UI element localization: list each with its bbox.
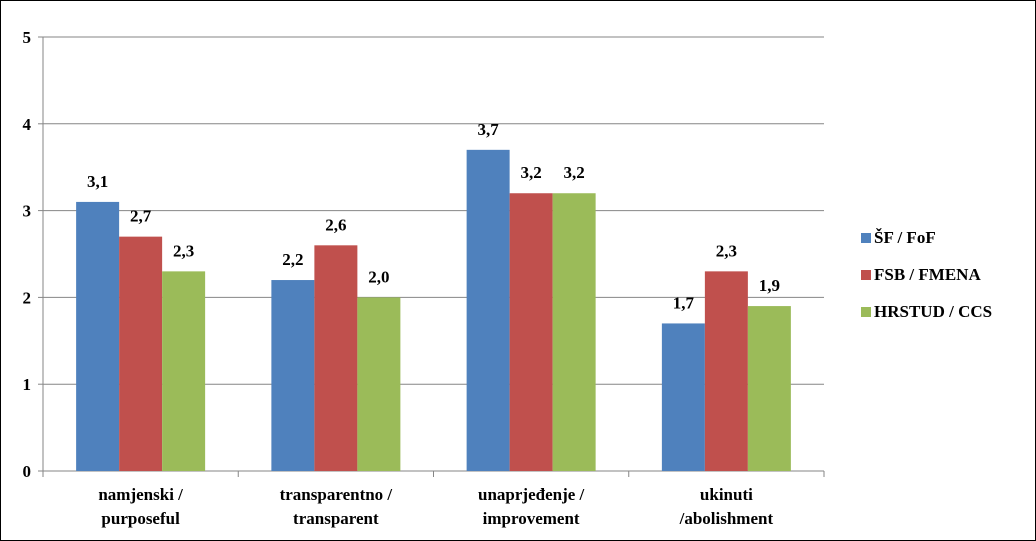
legend-label: FSB / FMENA [874,265,981,284]
bar [314,245,358,471]
bar [747,306,791,471]
x-category-label: purposeful [101,509,180,528]
bar [162,271,206,471]
x-category-label: transparent [293,509,379,528]
y-tick-label: 5 [23,28,32,47]
y-axis-ticks: 0 1 2 3 4 5 [23,28,32,481]
legend-label: ŠF / FoF [874,228,936,247]
bar [661,323,705,471]
x-category-label: improvement [483,509,580,528]
data-label: 3,2 [564,163,585,182]
data-label: 2,3 [173,241,194,260]
legend-swatch [861,233,871,243]
data-label: 1,7 [673,293,695,312]
bar [704,271,748,471]
bar [76,201,120,472]
legend-swatch [861,270,871,280]
data-labels: 3,1 2,7 2,3 2,2 2,6 2,0 3,7 3,2 3,2 1,7 2,3 1,9 [87,120,780,313]
bar [466,149,510,471]
legend: ŠF / FoF FSB / FMENA HRSTUD / CCS [861,228,992,321]
x-category-label: ukinuti [700,485,753,504]
x-category-label: unaprjeđenje / [478,485,585,504]
legend-swatch [861,307,871,317]
y-tick-label: 4 [23,115,32,134]
y-tick-label: 0 [23,462,32,481]
y-tick-label: 1 [23,375,32,394]
bar [357,297,401,471]
data-label: 3,2 [521,163,542,182]
bar [271,280,315,471]
bar [552,193,596,472]
data-label: 2,6 [325,215,346,234]
y-tick-label: 3 [23,202,32,221]
data-label: 1,9 [759,276,780,295]
x-axis [42,37,825,477]
data-label: 2,2 [282,250,303,269]
x-category-label: transparentno / [280,485,393,504]
data-label: 2,7 [130,207,152,226]
x-category-label: /abolishment [679,509,774,528]
data-label: 3,1 [87,172,108,191]
legend-label: HRSTUD / CCS [874,302,992,321]
y-tick-label: 2 [23,288,32,307]
data-label: 3,7 [478,120,500,139]
bar [119,236,163,471]
bar [509,193,553,472]
x-category-label: namjenski / [98,485,183,504]
data-label: 2,3 [716,241,737,260]
data-label: 2,0 [368,267,389,286]
x-axis-categories: namjenski / purposeful transparentno / tran… [98,485,773,528]
bars [76,149,791,472]
